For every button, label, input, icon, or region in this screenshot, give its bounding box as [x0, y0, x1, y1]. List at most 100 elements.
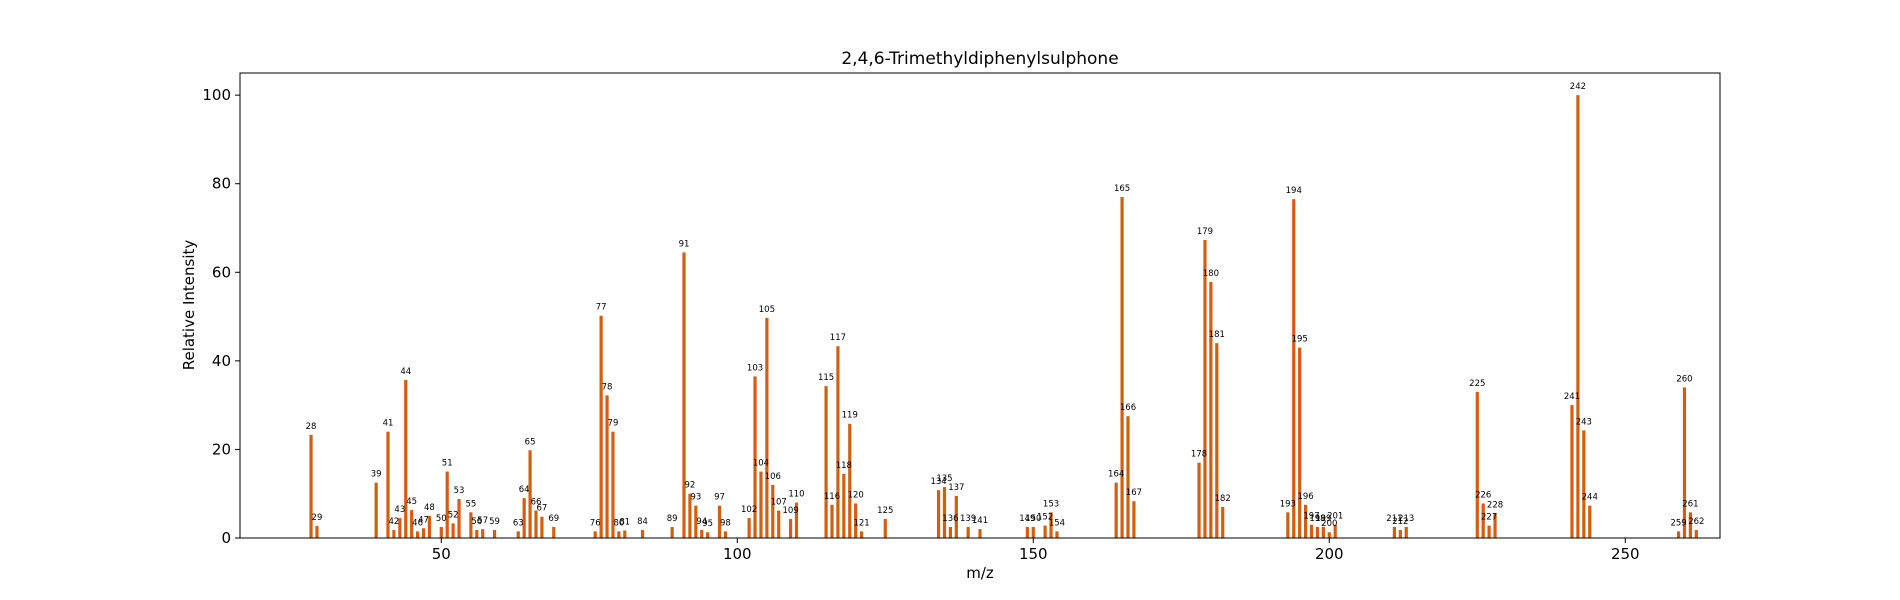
peak-bar-53	[457, 499, 461, 538]
peak-bar-178	[1197, 462, 1201, 538]
peak-label-67: 67	[537, 504, 548, 514]
peak-label-150: 150	[1025, 514, 1041, 524]
y-axis: 0 20 40 60 80 100	[202, 86, 240, 547]
peak-label-198: 198	[1309, 514, 1325, 524]
peak-label-103: 103	[747, 363, 763, 373]
peak-bar-118	[842, 473, 846, 538]
peak-label-51: 51	[442, 459, 453, 469]
peak-label-213: 213	[1398, 514, 1414, 524]
peak-bar-39	[374, 482, 378, 538]
peak-bar-226	[1481, 503, 1485, 538]
peak-label-45: 45	[406, 497, 417, 507]
peak-bar-125	[883, 518, 887, 538]
peak-bar-179	[1203, 239, 1207, 538]
peak-bar-193	[1286, 512, 1290, 538]
x-tick-label-250: 250	[1611, 545, 1640, 563]
peak-bar-47	[421, 528, 426, 538]
peak-label-120: 120	[848, 490, 864, 500]
peak-bar-63	[516, 531, 520, 538]
peak-bar-260	[1682, 387, 1687, 538]
y-tick-label-40: 40	[212, 352, 231, 370]
x-tick-label-50: 50	[432, 545, 451, 563]
peak-label-182: 182	[1215, 494, 1231, 504]
peak-label-139: 139	[960, 514, 976, 524]
peak-bar-167	[1132, 501, 1136, 538]
peak-bar-94	[700, 530, 704, 538]
peak-bar-78	[605, 395, 609, 538]
x-axis: 50 100 150 200 250	[432, 538, 1640, 563]
peak-bar-41	[386, 431, 390, 538]
y-axis-title: Relative Intensity	[180, 240, 198, 371]
peak-bar-97	[717, 505, 722, 538]
peak-label-134: 134	[930, 477, 946, 487]
peak-bar-77	[599, 315, 603, 538]
peak-bar-200	[1327, 532, 1331, 538]
peak-label-244: 244	[1582, 493, 1598, 503]
peak-bar-89	[670, 526, 674, 538]
peak-label-212: 212	[1392, 517, 1408, 527]
peak-label-115: 115	[818, 373, 834, 383]
peak-bar-120	[854, 503, 858, 538]
peak-bar-44	[404, 379, 408, 538]
peak-label-80: 80	[613, 518, 624, 528]
peak-label-63: 63	[513, 518, 524, 528]
peak-label-76: 76	[590, 518, 601, 528]
peak-label-48: 48	[424, 503, 435, 513]
peak-label-225: 225	[1469, 379, 1485, 389]
x-axis-title: m/z	[966, 564, 994, 582]
peak-bar-92	[688, 493, 692, 538]
peak-label-226: 226	[1475, 490, 1491, 500]
peak-label-152: 152	[1037, 513, 1053, 523]
peak-bar-150	[1031, 526, 1035, 538]
peak-bar-139	[966, 526, 970, 538]
peak-label-57: 57	[477, 516, 488, 526]
peak-bar-46	[416, 531, 420, 538]
peak-bar-201	[1333, 524, 1337, 538]
peak-label-196: 196	[1297, 492, 1313, 502]
peak-label-50: 50	[436, 514, 447, 524]
peak-bar-106	[771, 484, 775, 538]
peak-label-153: 153	[1043, 499, 1059, 509]
peak-label-93: 93	[690, 493, 701, 503]
peak-label-154: 154	[1049, 518, 1065, 528]
peak-label-94: 94	[696, 517, 707, 527]
peak-bar-244	[1588, 505, 1592, 538]
x-tick-label-200: 200	[1315, 545, 1344, 563]
peak-label-84: 84	[637, 517, 648, 527]
peak-label-41: 41	[383, 419, 394, 429]
peak-label-66: 66	[531, 498, 542, 508]
peak-bar-76	[593, 531, 597, 538]
peak-label-125: 125	[877, 506, 893, 516]
peak-label-242: 242	[1570, 82, 1586, 92]
peak-label-92: 92	[685, 481, 696, 491]
peak-bar-242	[1576, 95, 1580, 538]
peak-bar-119	[848, 423, 852, 538]
peak-bar-196	[1304, 504, 1308, 538]
peak-label-181: 181	[1209, 330, 1225, 340]
peak-label-109: 109	[782, 506, 798, 516]
peak-label-228: 228	[1487, 501, 1503, 511]
peak-bar-134	[936, 490, 941, 538]
peak-bar-154	[1055, 531, 1059, 538]
peak-bar-243	[1582, 430, 1586, 538]
peak-label-43: 43	[394, 505, 405, 515]
peak-bar-211	[1392, 526, 1396, 538]
peak-bar-165	[1120, 197, 1124, 538]
peak-label-121: 121	[853, 518, 869, 528]
peak-label-178: 178	[1191, 450, 1207, 460]
peak-label-180: 180	[1203, 269, 1219, 279]
peak-label-197: 197	[1303, 512, 1319, 522]
bars-layer	[309, 95, 1698, 539]
peak-bar-225	[1475, 391, 1479, 538]
peak-bar-55	[469, 512, 473, 538]
peak-label-29: 29	[312, 513, 323, 523]
peak-bar-152	[1043, 525, 1047, 538]
peak-bar-153	[1049, 512, 1053, 538]
y-tick-label-0: 0	[221, 529, 231, 547]
peak-bar-81	[623, 530, 627, 538]
peak-bar-195	[1298, 347, 1302, 538]
peak-label-44: 44	[400, 367, 411, 377]
peak-label-69: 69	[548, 514, 559, 524]
